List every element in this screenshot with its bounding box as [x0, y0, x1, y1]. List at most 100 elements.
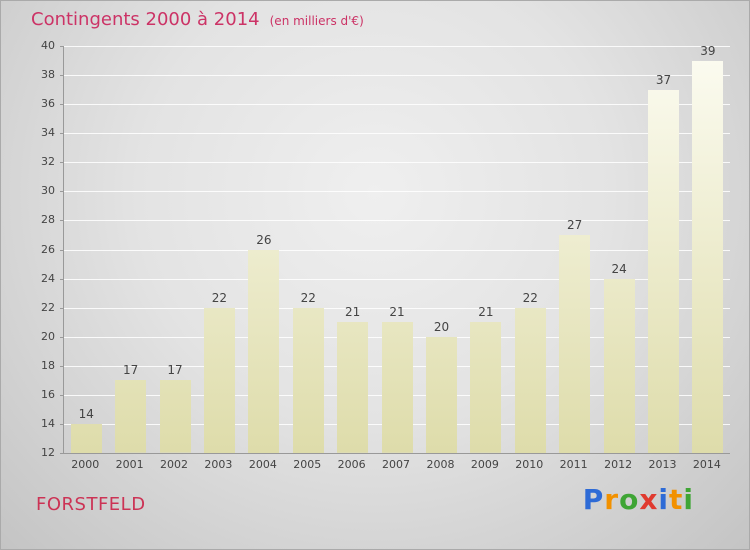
bar-value-label: 22	[300, 290, 316, 305]
bar-value-label: 24	[611, 261, 627, 276]
y-tick-mark	[60, 278, 64, 280]
y-tick-mark	[60, 394, 64, 396]
logo-letter: r	[604, 483, 620, 516]
y-tick-label: 18	[41, 358, 55, 372]
bar-value-label: 21	[478, 305, 494, 320]
y-tick-mark	[60, 46, 64, 47]
bar	[647, 89, 679, 453]
x-tick-label: 2009	[470, 458, 499, 471]
y-tick-mark	[60, 307, 64, 309]
bar	[203, 307, 235, 453]
bar	[559, 234, 591, 453]
bar-column: 20	[419, 320, 463, 453]
x-tick-label: 2006	[337, 458, 366, 471]
bar	[381, 322, 413, 453]
x-tick-label: 2005	[293, 458, 322, 471]
y-tick-mark	[60, 220, 64, 222]
y-tick-label: 16	[41, 387, 55, 401]
bar	[470, 322, 502, 453]
x-tick-label: 2003	[204, 458, 233, 471]
y-tick-mark	[60, 75, 64, 77]
gridline	[64, 104, 730, 106]
logo-letter: i	[658, 483, 669, 516]
y-tick-label: 14	[41, 416, 55, 430]
y-tick-mark	[60, 133, 64, 135]
bar-value-label: 26	[256, 232, 272, 247]
bar-value-label: 21	[345, 305, 361, 320]
y-tick-label: 38	[41, 68, 55, 82]
y-tick-label: 22	[41, 300, 55, 314]
gridline	[64, 307, 730, 309]
y-tick-mark	[60, 423, 64, 425]
logo-letter: t	[669, 483, 684, 516]
bar-column: 21	[375, 305, 419, 453]
bar-column: 39	[686, 44, 730, 453]
gridline	[64, 162, 730, 164]
y-tick-label: 32	[41, 155, 55, 169]
chart-subtitle: (en milliers d'€)	[269, 14, 364, 28]
bar-value-label: 22	[211, 290, 228, 305]
y-tick-mark	[60, 365, 64, 367]
bar	[603, 278, 635, 453]
x-tick-label: 2001	[115, 458, 144, 471]
x-tick-label: 2014	[692, 458, 721, 471]
gridline	[64, 220, 730, 222]
bar	[425, 336, 457, 453]
bar	[292, 307, 324, 453]
gridline	[64, 191, 730, 193]
bar-value-label: 17	[167, 363, 183, 378]
proxiti-logo[interactable]: Proxiti	[583, 483, 694, 516]
plot-area: 14 17 17 22 26 22 21 21 20 21 22 27 24 37 39	[60, 44, 730, 454]
bar-value-label: 39	[700, 43, 716, 58]
x-tick-label: 2013	[648, 458, 677, 471]
y-tick-label: 30	[41, 184, 55, 198]
y-tick-label: 34	[41, 126, 55, 140]
bar-column: 21	[330, 305, 374, 453]
y-tick-mark	[60, 249, 64, 251]
bars-container: 14 17 17 22 26 22 21 21 20 21 22 27 24 37 39	[64, 44, 730, 453]
logo-letter: o	[619, 483, 640, 516]
bar-column: 17	[108, 363, 152, 453]
x-tick-label: 2000	[71, 458, 100, 471]
gridline	[64, 133, 730, 135]
x-tick-label: 2002	[160, 458, 189, 471]
x-tick-label: 2012	[604, 458, 633, 471]
bar-value-label: 20	[433, 319, 450, 334]
gridline	[64, 75, 730, 77]
y-tick-mark	[60, 336, 64, 338]
y-tick-label: 36	[41, 97, 55, 111]
bar-column: 22	[197, 291, 241, 453]
bar-column: 21	[464, 305, 508, 453]
y-tick-mark	[60, 162, 64, 164]
bar	[115, 380, 147, 453]
gridline	[64, 46, 730, 47]
gridline	[64, 249, 730, 251]
bar-column: 24	[597, 262, 641, 453]
bar-value-label: 37	[655, 72, 672, 87]
bar-column: 17	[153, 363, 197, 453]
bar-value-label: 22	[522, 290, 538, 305]
bar-column: 37	[641, 73, 685, 453]
bar-value-label: 21	[389, 305, 405, 320]
y-tick-label: 24	[41, 271, 55, 285]
gridline	[64, 278, 730, 280]
y-tick-label: 28	[41, 213, 55, 227]
bar	[337, 322, 369, 453]
y-tick-label: 26	[41, 242, 55, 256]
y-axis-labels: 12 14 16 18 20 22 24 26 28 30 32 34 36 38 40	[1, 39, 55, 459]
bar	[159, 380, 191, 453]
bar-value-label: 27	[567, 217, 583, 232]
x-tick-label: 2007	[382, 458, 411, 471]
bar-column: 26	[242, 232, 286, 453]
bar-value-label: 14	[78, 406, 94, 421]
y-tick-label: 20	[41, 329, 55, 343]
x-tick-label: 2008	[426, 458, 455, 471]
y-tick-label: 12	[41, 446, 55, 459]
x-tick-label: 2010	[515, 458, 544, 471]
bar	[514, 307, 546, 453]
logo-letter: i	[683, 483, 694, 516]
bar	[248, 249, 280, 453]
x-tick-label: 2004	[248, 458, 277, 471]
x-axis-labels: 2000 2001 2002 2003 2004 2005 2006 2007 2008 2009…	[63, 458, 729, 471]
